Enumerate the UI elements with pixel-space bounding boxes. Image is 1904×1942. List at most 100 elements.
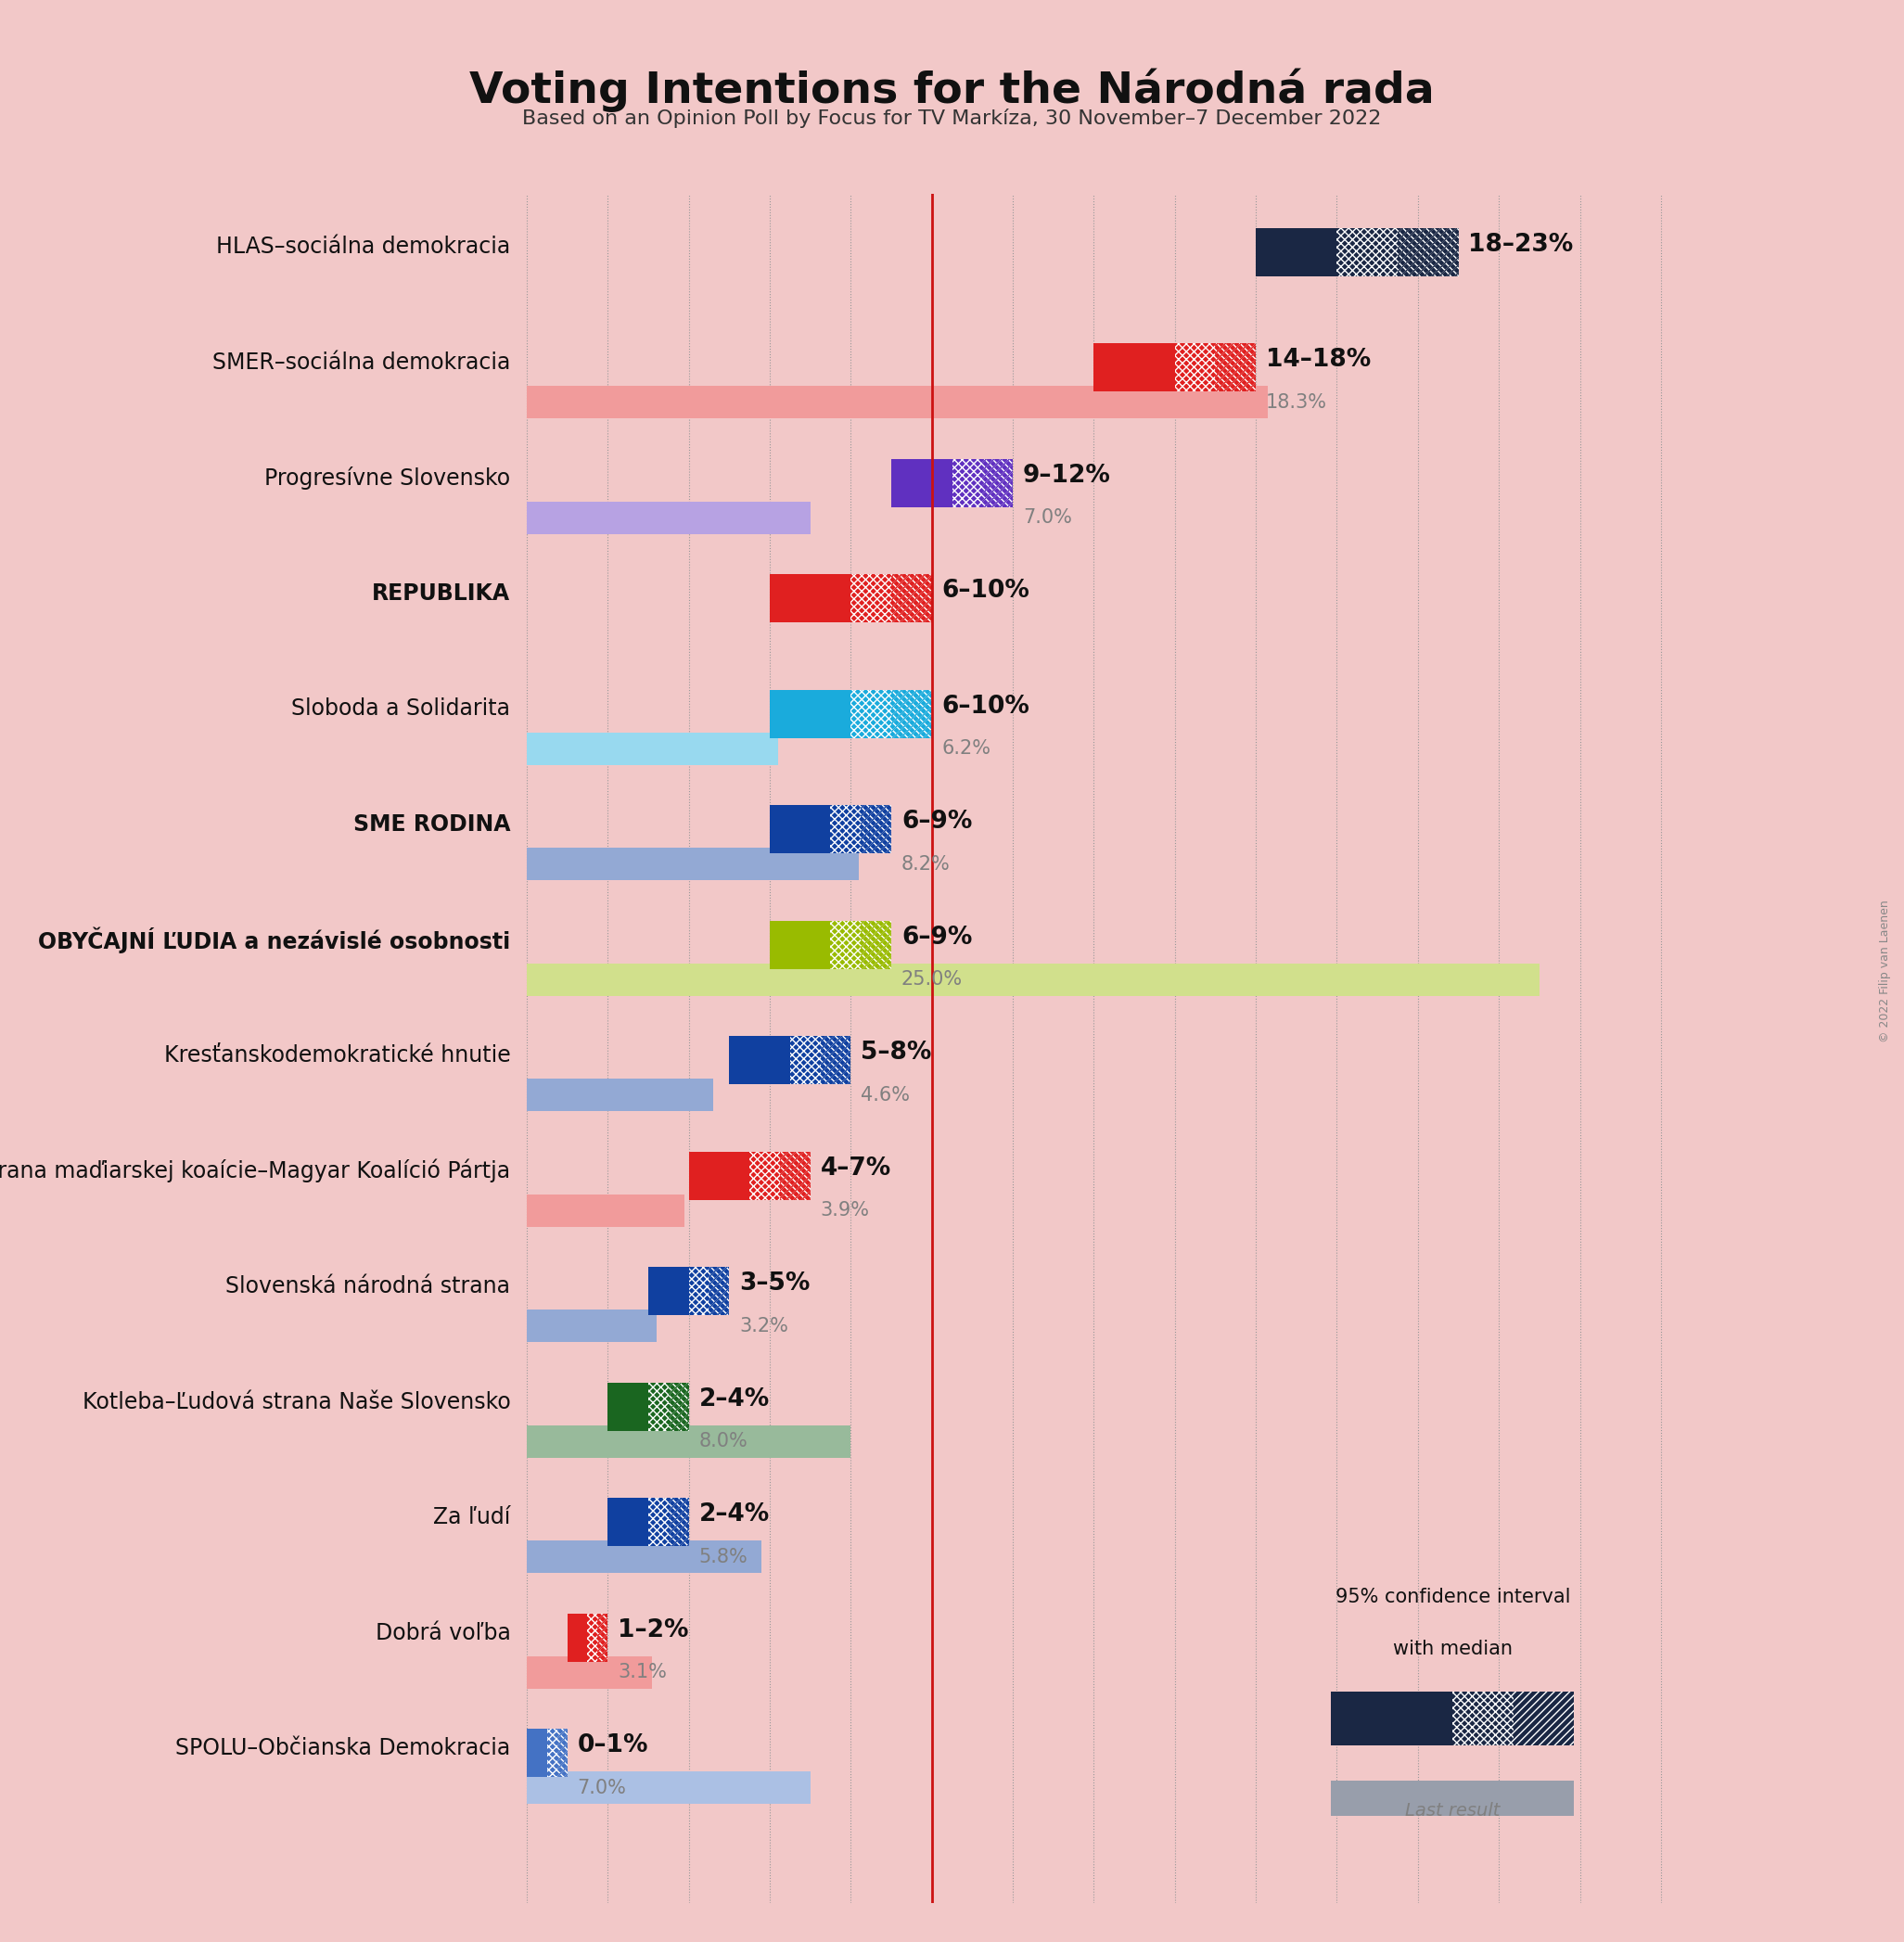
Bar	[598, 1614, 607, 1662]
Bar	[851, 575, 931, 623]
Bar	[607, 1497, 647, 1546]
Bar	[527, 849, 859, 880]
Bar	[769, 921, 830, 969]
Bar	[689, 1152, 750, 1200]
Text: SMER–sociálna demokracia: SMER–sociálna demokracia	[213, 352, 510, 373]
Bar	[527, 1728, 546, 1777]
Bar	[527, 1311, 657, 1342]
Text: 9–12%: 9–12%	[1022, 464, 1110, 487]
Bar	[527, 1657, 653, 1690]
Text: 4–7%: 4–7%	[821, 1155, 891, 1181]
Bar	[668, 1383, 689, 1431]
Text: 2–4%: 2–4%	[699, 1387, 769, 1412]
Bar	[527, 963, 1540, 996]
Text: Sloboda a Solidarita: Sloboda a Solidarita	[291, 697, 510, 720]
Text: Based on an Opinion Poll by Focus for TV Markíza, 30 November–7 December 2022: Based on an Opinion Poll by Focus for TV…	[522, 109, 1382, 128]
Text: REPUBLIKA: REPUBLIKA	[371, 583, 510, 604]
Text: 3–5%: 3–5%	[739, 1272, 809, 1295]
Text: 5–8%: 5–8%	[861, 1041, 931, 1064]
Text: HLAS–sociálna demokracia: HLAS–sociálna demokracia	[217, 237, 510, 258]
Bar	[750, 1152, 811, 1200]
Bar	[769, 575, 851, 623]
Text: Kotleba–Ľudová strana Naše Slovensko: Kotleba–Ľudová strana Naše Slovensko	[82, 1390, 510, 1414]
Bar	[567, 1614, 588, 1662]
Text: 0–1%: 0–1%	[577, 1734, 647, 1758]
Bar	[861, 921, 891, 969]
Text: 3.1%: 3.1%	[617, 1662, 666, 1682]
Text: 25.0%: 25.0%	[901, 971, 963, 988]
Bar	[527, 386, 1268, 418]
Text: 8.2%: 8.2%	[901, 854, 950, 874]
Text: Voting Intentions for the Národná rada: Voting Intentions for the Národná rada	[470, 68, 1434, 113]
Bar	[647, 1266, 689, 1315]
Text: OBYČAJNÍ ĽUDIA a nezávislé osobnosti: OBYČAJNÍ ĽUDIA a nezávislé osobnosti	[38, 926, 510, 954]
Text: SME RODINA: SME RODINA	[354, 814, 510, 835]
Bar	[708, 1266, 729, 1315]
Text: Slovenská národná strana: Slovenská národná strana	[227, 1276, 510, 1297]
Text: with median: with median	[1394, 1639, 1512, 1658]
Text: 1–2%: 1–2%	[617, 1618, 689, 1643]
Text: 95% confidence interval: 95% confidence interval	[1335, 1589, 1571, 1606]
Text: Last result: Last result	[1405, 1802, 1500, 1820]
Text: Za ľudí: Za ľudí	[432, 1507, 510, 1528]
Bar	[891, 689, 931, 738]
Bar	[546, 1728, 567, 1777]
Bar	[790, 1035, 851, 1084]
Bar	[982, 458, 1013, 507]
Bar	[830, 921, 891, 969]
Text: Kresťanskodemokratické hnutie: Kresťanskodemokratické hnutie	[164, 1045, 510, 1066]
Bar	[1215, 344, 1257, 392]
Bar	[769, 689, 851, 738]
Bar	[527, 501, 811, 534]
Bar	[781, 1152, 811, 1200]
Text: Progresívne Slovensko: Progresívne Slovensko	[265, 466, 510, 489]
Text: 6–9%: 6–9%	[901, 926, 973, 950]
Bar	[668, 1497, 689, 1546]
Bar	[729, 1035, 790, 1084]
Bar	[1398, 227, 1458, 276]
Text: 6–10%: 6–10%	[942, 695, 1030, 719]
Text: 4.6%: 4.6%	[861, 1086, 910, 1105]
Text: 18–23%: 18–23%	[1468, 233, 1573, 256]
Bar	[527, 1540, 762, 1573]
Bar	[1331, 1691, 1453, 1746]
Bar	[1175, 344, 1257, 392]
Text: 5.8%: 5.8%	[699, 1548, 748, 1567]
Bar	[607, 1383, 647, 1431]
Bar	[1093, 344, 1175, 392]
Text: 2–4%: 2–4%	[699, 1503, 769, 1526]
Bar	[527, 1771, 811, 1804]
Bar	[1337, 227, 1458, 276]
Bar	[527, 1194, 685, 1227]
Bar	[1514, 1691, 1575, 1746]
Bar	[1331, 1781, 1575, 1816]
Bar	[527, 1080, 712, 1111]
Text: 7.0%: 7.0%	[577, 1779, 626, 1796]
Bar	[689, 1266, 729, 1315]
Bar	[769, 806, 830, 854]
Bar	[647, 1497, 689, 1546]
Bar	[891, 575, 931, 623]
Text: 8.0%: 8.0%	[699, 1433, 748, 1451]
Bar	[588, 1614, 607, 1662]
Bar	[1257, 227, 1337, 276]
Bar	[527, 732, 779, 765]
Text: 18.3%: 18.3%	[1266, 392, 1327, 412]
Text: SPOLU–Občianska Demokracia: SPOLU–Občianska Demokracia	[175, 1736, 510, 1759]
Bar	[952, 458, 1013, 507]
Text: 6–9%: 6–9%	[901, 810, 973, 833]
Text: 3.2%: 3.2%	[739, 1317, 788, 1336]
Bar	[527, 1425, 851, 1458]
Bar	[1453, 1691, 1514, 1746]
Bar	[647, 1383, 689, 1431]
Text: 3.9%: 3.9%	[821, 1202, 870, 1220]
Text: 6–10%: 6–10%	[942, 579, 1030, 604]
Bar	[851, 689, 931, 738]
Bar	[821, 1035, 851, 1084]
Text: Dobrá voľba: Dobrá voľba	[375, 1622, 510, 1643]
Bar	[558, 1728, 567, 1777]
Bar	[830, 806, 891, 854]
Text: 7.0%: 7.0%	[1022, 509, 1072, 526]
Bar	[861, 806, 891, 854]
Text: © 2022 Filip van Laenen: © 2022 Filip van Laenen	[1879, 899, 1891, 1043]
